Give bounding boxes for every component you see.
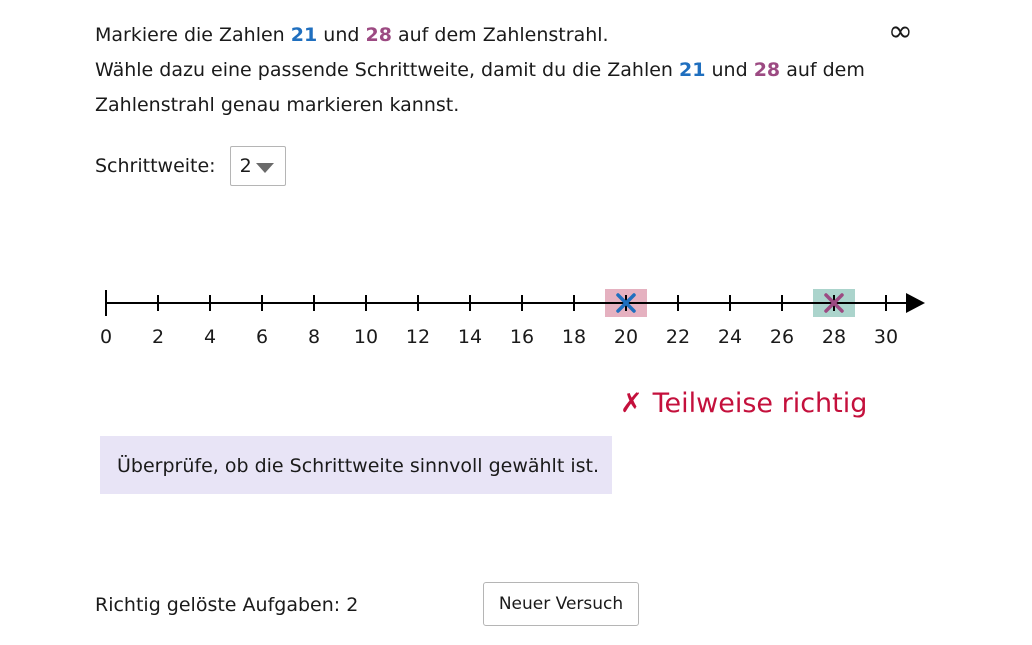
- dropdown-arrow-icon: [255, 162, 274, 173]
- tick-label: 6: [256, 326, 268, 348]
- tick-label: 8: [308, 326, 320, 348]
- task-instructions: Markiere die Zahlen 21 und 28 auf dem Za…: [95, 18, 895, 123]
- task-text: auf dem Zahlenstrahl.: [397, 24, 609, 46]
- task-text: Wähle dazu eine passende Schrittweite, d…: [95, 59, 673, 81]
- tick-label: 26: [770, 326, 794, 348]
- mark-cross-icon[interactable]: [616, 293, 636, 313]
- tick-label: 20: [614, 326, 638, 348]
- feedback-text: Teilweise richtig: [652, 388, 868, 419]
- solved-count: Richtig gelöste Aufgaben: 2: [95, 594, 359, 616]
- tick-label: 18: [562, 326, 586, 348]
- target-number-28: 28: [753, 59, 781, 81]
- tick-label: 16: [510, 326, 534, 348]
- step-size-dropdown[interactable]: 2: [229, 146, 286, 186]
- step-size-row: Schrittweite: 2: [95, 146, 286, 186]
- tick-label: 10: [354, 326, 378, 348]
- tick-label: 30: [874, 326, 898, 348]
- task-text: auf dem: [786, 59, 865, 81]
- infinity-icon: ∞: [888, 14, 913, 49]
- step-size-label: Schrittweite:: [95, 155, 216, 177]
- tick-label: 28: [822, 326, 846, 348]
- task-line-3: Zahlenstrahl genau markieren kannst.: [95, 94, 460, 116]
- tick-label: 0: [100, 326, 112, 348]
- task-line-2: Wähle dazu eine passende Schrittweite, d…: [95, 53, 895, 88]
- tick-label: 12: [406, 326, 430, 348]
- target-number-21: 21: [290, 24, 318, 46]
- mark-cross-icon[interactable]: [824, 293, 844, 313]
- tick-label: 2: [152, 326, 164, 348]
- number-line[interactable]: 0 2 4 6 8 10 12 14 16 18 20 22 24 26 28 30: [0, 270, 1032, 360]
- number-line-arrowhead-icon: [906, 293, 925, 313]
- step-size-value: 2: [239, 155, 252, 177]
- task-line-1: Markiere die Zahlen 21 und 28 auf dem Za…: [95, 18, 895, 53]
- tick-label: 4: [204, 326, 216, 348]
- task-text: und: [711, 59, 748, 81]
- target-number-21: 21: [679, 59, 706, 81]
- task-text: Markiere die Zahlen: [95, 24, 285, 46]
- tick-label: 24: [718, 326, 742, 348]
- cross-icon: ✗: [620, 388, 643, 419]
- task-text: und: [323, 24, 360, 46]
- target-number-28: 28: [365, 24, 392, 46]
- hint-box: Überprüfe, ob die Schrittweite sinnvoll …: [100, 436, 612, 494]
- feedback-message: ✗ Teilweise richtig: [620, 384, 867, 424]
- tick-label: 14: [458, 326, 482, 348]
- tick-label: 22: [666, 326, 690, 348]
- new-attempt-button[interactable]: Neuer Versuch: [483, 582, 639, 626]
